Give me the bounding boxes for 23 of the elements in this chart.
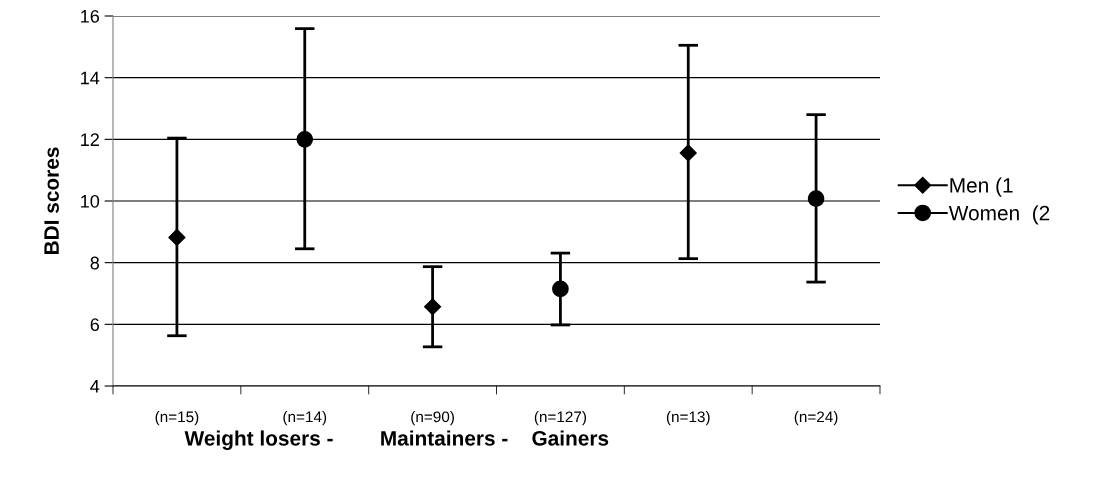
y-tick-label: 10 (81, 194, 100, 208)
point (168, 228, 186, 246)
point (552, 280, 569, 298)
point (679, 144, 697, 162)
point (296, 130, 314, 148)
legend-label: Women (2 (948, 205, 1050, 225)
x-tick-label: (n=15) (155, 411, 199, 426)
y-tick-label: 12 (81, 133, 99, 146)
point (807, 190, 825, 207)
x-tick-label: (n=13) (666, 411, 710, 426)
y-tick-label: 6 (90, 318, 100, 332)
x-axis-title: Weight losers - Maintainers - Gainers (184, 430, 609, 450)
x-tick-label: (n=24) (794, 411, 838, 426)
y-axis-title: BDI scores (44, 147, 59, 255)
y-tick-label: 16 (81, 9, 100, 23)
y-tick-label: 8 (90, 256, 100, 270)
x-tick-label: (n=90) (411, 411, 454, 426)
y-tick-label: 14 (81, 71, 100, 85)
y-tick-label: 4 (90, 380, 100, 393)
x-tick-label: (n=127) (534, 411, 587, 426)
legend-label: Men (1 (950, 177, 1013, 197)
point (424, 298, 442, 316)
x-tick-label: (n=14) (283, 411, 327, 426)
